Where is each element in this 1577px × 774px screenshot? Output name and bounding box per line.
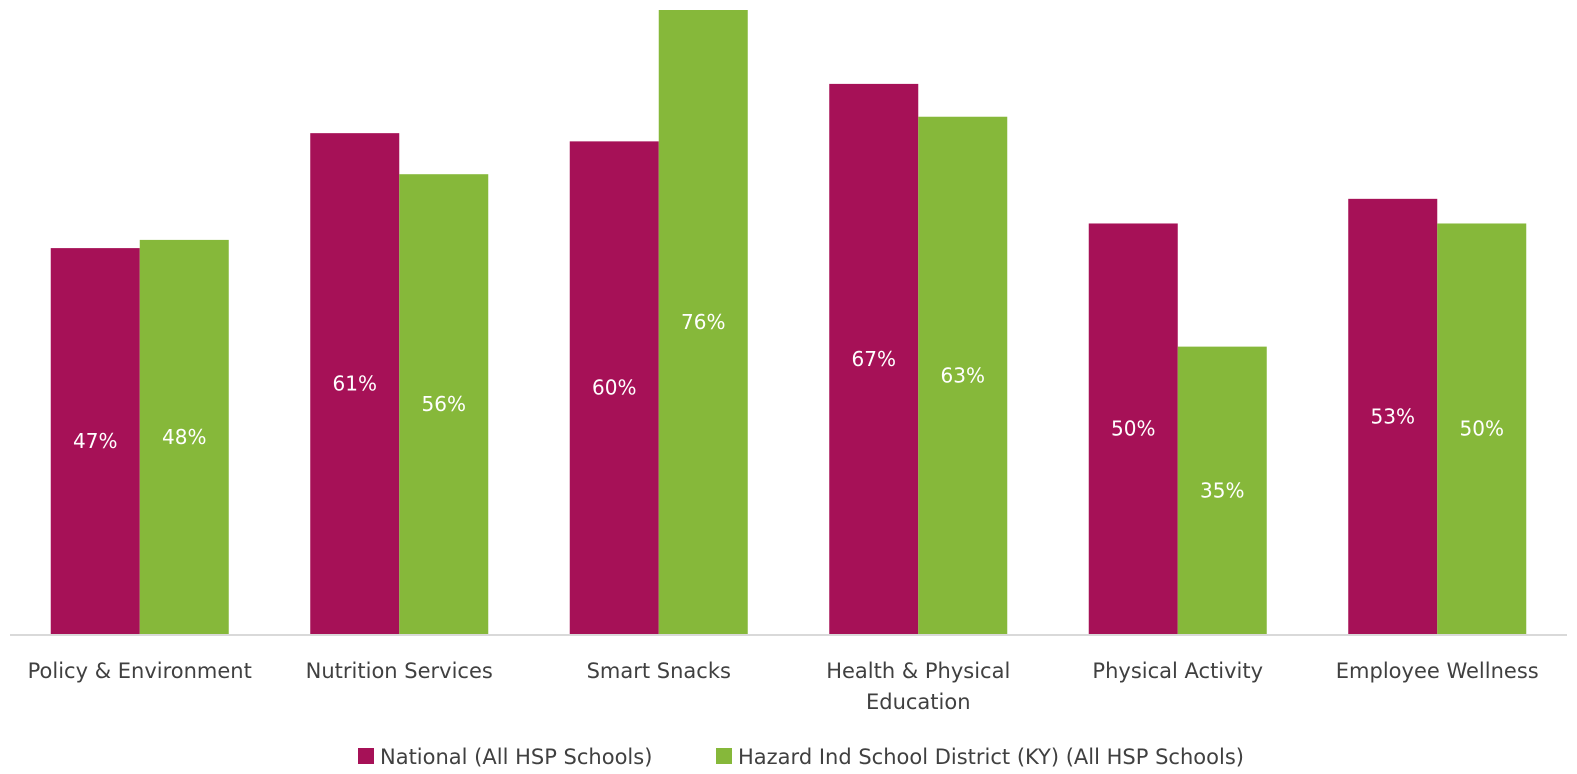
data-label-national-5: 53% (1371, 404, 1415, 428)
bar-national-3 (829, 83, 919, 635)
data-label-hazard-3: 63% (941, 363, 985, 387)
category-label-1: Nutrition Services (306, 659, 493, 683)
data-label-hazard-0: 48% (162, 425, 206, 449)
bar-national-1 (310, 133, 400, 634)
data-label-hazard-2: 76% (681, 310, 725, 334)
data-label-national-0: 47% (73, 429, 117, 453)
data-label-national-3: 67% (852, 347, 896, 371)
legend-swatch-national (358, 748, 374, 764)
legend-label-hazard: Hazard Ind School District (KY) (All HSP… (738, 745, 1244, 769)
bar-national-0 (50, 248, 140, 634)
bar-national-5 (1348, 198, 1438, 634)
bar-hazard-2 (658, 10, 748, 634)
data-labels-group: 47% 48% 61% 56% 60% 76% 67% 63% 50% 35% 53% 50% (73, 310, 1504, 502)
category-labels-group: Policy & Environment Nutrition Services Sm… (28, 659, 1539, 714)
bar-national-4 (1088, 223, 1178, 634)
data-label-hazard-1: 56% (422, 392, 466, 416)
data-label-hazard-4: 35% (1200, 478, 1244, 502)
bar-hazard-0 (139, 239, 229, 635)
legend: National (All HSP Schools) Hazard Ind Sch… (358, 745, 1244, 769)
bar-hazard-5 (1437, 223, 1527, 634)
bars-group (50, 10, 1527, 635)
category-label-5: Employee Wellness (1336, 659, 1539, 683)
data-label-national-2: 60% (592, 376, 636, 400)
bar-hazard-4 (1177, 346, 1267, 634)
category-label-2: Smart Snacks (587, 659, 731, 683)
bar-hazard-3 (918, 116, 1008, 635)
category-label-4: Physical Activity (1092, 659, 1263, 683)
bar-national-2 (569, 141, 659, 635)
category-label-0: Policy & Environment (28, 659, 252, 683)
legend-label-national: National (All HSP Schools) (380, 745, 652, 769)
legend-swatch-hazard (716, 748, 732, 764)
category-label-3-line1: Education (866, 690, 971, 714)
category-label-3-line0: Health & Physical (826, 659, 1010, 683)
data-label-national-4: 50% (1111, 417, 1155, 441)
data-label-national-1: 61% (333, 372, 377, 396)
bar-hazard-1 (399, 174, 489, 635)
data-label-hazard-5: 50% (1460, 417, 1504, 441)
